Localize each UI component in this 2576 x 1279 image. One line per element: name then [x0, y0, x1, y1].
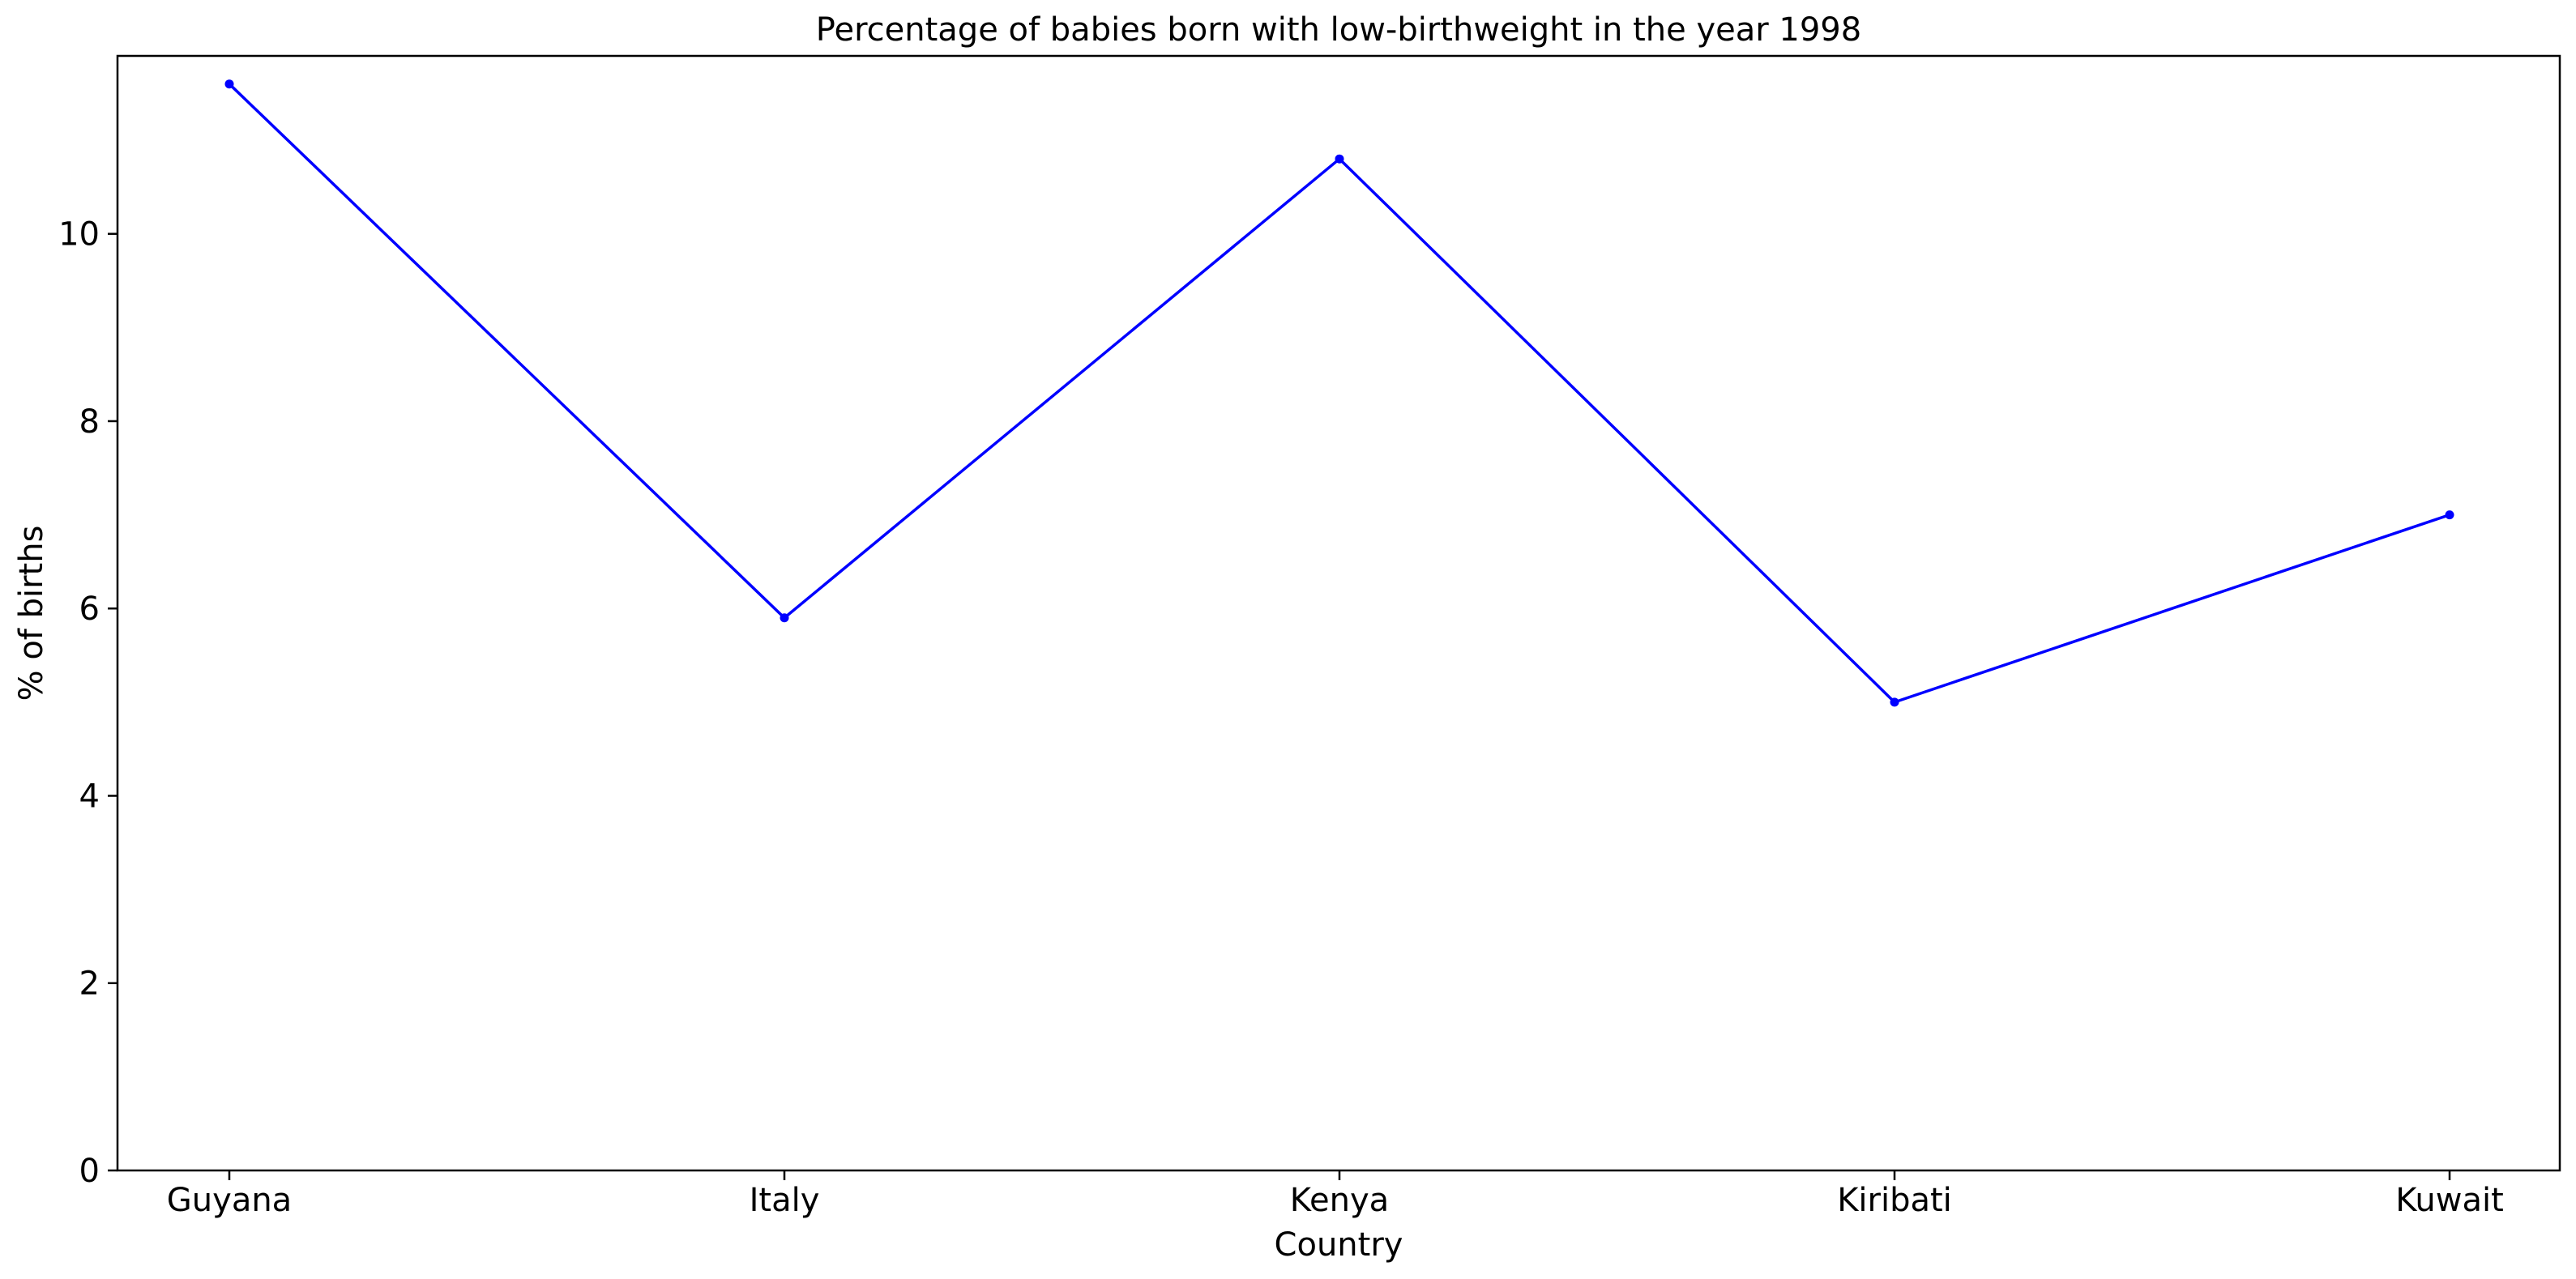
x-tick-label: Kuwait	[2395, 1182, 2504, 1219]
y-tick-label: 8	[79, 403, 100, 441]
chart-title: Percentage of babies born with low-birth…	[816, 11, 1861, 49]
y-tick-label: 4	[79, 778, 100, 815]
data-point	[780, 613, 789, 623]
y-axis-label: % of births	[13, 526, 50, 701]
data-point	[1335, 154, 1344, 164]
x-tick-label: Italy	[750, 1182, 820, 1219]
plot-area	[108, 79, 2454, 1180]
x-tick-label: Guyana	[167, 1182, 292, 1219]
x-tick-label: Kiribati	[1837, 1182, 1952, 1219]
axes-frame	[116, 54, 2561, 1172]
x-tick-label: Kenya	[1290, 1182, 1389, 1219]
data-point	[2445, 510, 2454, 520]
x-axis-label: Country	[1275, 1226, 1403, 1264]
y-tick-label: 10	[58, 216, 100, 254]
y-tick-label: 6	[79, 590, 100, 628]
data-point	[224, 79, 234, 89]
y-tick-label: 0	[79, 1153, 100, 1190]
series-line	[228, 83, 2450, 704]
data-point	[1890, 697, 1899, 707]
y-tick-label: 2	[79, 966, 100, 1003]
